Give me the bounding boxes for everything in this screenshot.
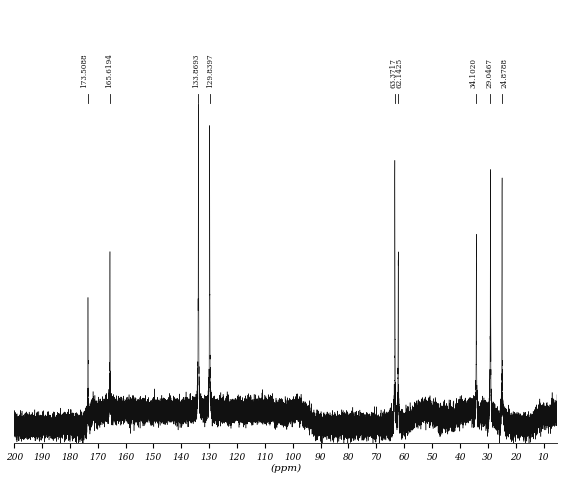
- Text: 133.8693: 133.8693: [192, 54, 200, 88]
- X-axis label: (ppm): (ppm): [270, 464, 301, 473]
- Text: 63.3717: 63.3717: [390, 58, 397, 88]
- Text: 173.5088: 173.5088: [80, 54, 88, 88]
- Text: 24.8788: 24.8788: [501, 58, 508, 88]
- Text: 165.6194: 165.6194: [105, 53, 113, 88]
- Text: 34.1020: 34.1020: [469, 58, 477, 88]
- Text: 29.0467: 29.0467: [486, 58, 494, 88]
- Text: 129.8397: 129.8397: [206, 54, 214, 88]
- Text: 62.1425: 62.1425: [396, 58, 404, 88]
